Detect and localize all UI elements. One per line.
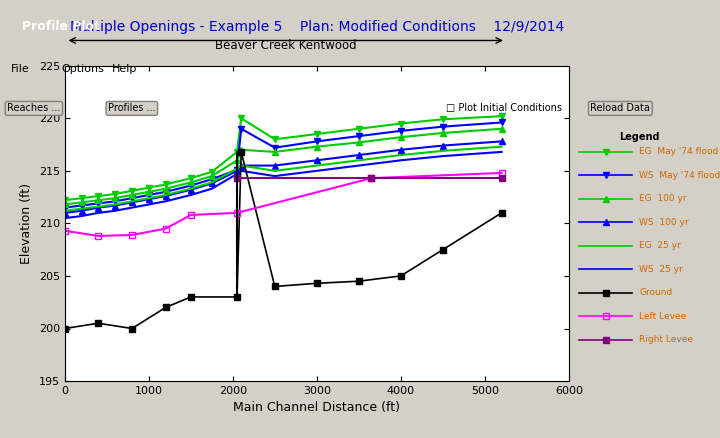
Text: Help: Help [112,64,137,74]
X-axis label: Main Channel Distance (ft): Main Channel Distance (ft) [233,402,400,414]
Text: Reaches ...: Reaches ... [7,103,60,113]
Text: WS  May '74 flood: WS May '74 flood [639,171,720,180]
Text: Beaver Creek Kentwood: Beaver Creek Kentwood [215,39,356,52]
Y-axis label: Elevation (ft): Elevation (ft) [20,183,33,264]
Text: Legend: Legend [618,132,660,142]
Text: WS  100 yr: WS 100 yr [639,218,688,227]
Text: Reload Data: Reload Data [590,103,650,113]
Text: Left Levee: Left Levee [639,312,686,321]
Text: Profile Plot: Profile Plot [22,20,99,33]
Title: Multiple Openings - Example 5    Plan: Modified Conditions    12/9/2014: Multiple Openings - Example 5 Plan: Modi… [70,20,564,34]
Text: Options: Options [61,64,104,74]
Text: EG  May '74 flood: EG May '74 flood [639,147,719,156]
Text: Ground: Ground [639,288,672,297]
Text: □ Plot Initial Conditions: □ Plot Initial Conditions [446,103,562,113]
Text: Right Levee: Right Levee [639,336,693,344]
Text: WS  25 yr: WS 25 yr [639,265,683,274]
Text: EG  25 yr: EG 25 yr [639,241,680,250]
Text: EG  100 yr: EG 100 yr [639,194,687,203]
Text: Profiles ...: Profiles ... [108,103,156,113]
Text: File: File [11,64,30,74]
